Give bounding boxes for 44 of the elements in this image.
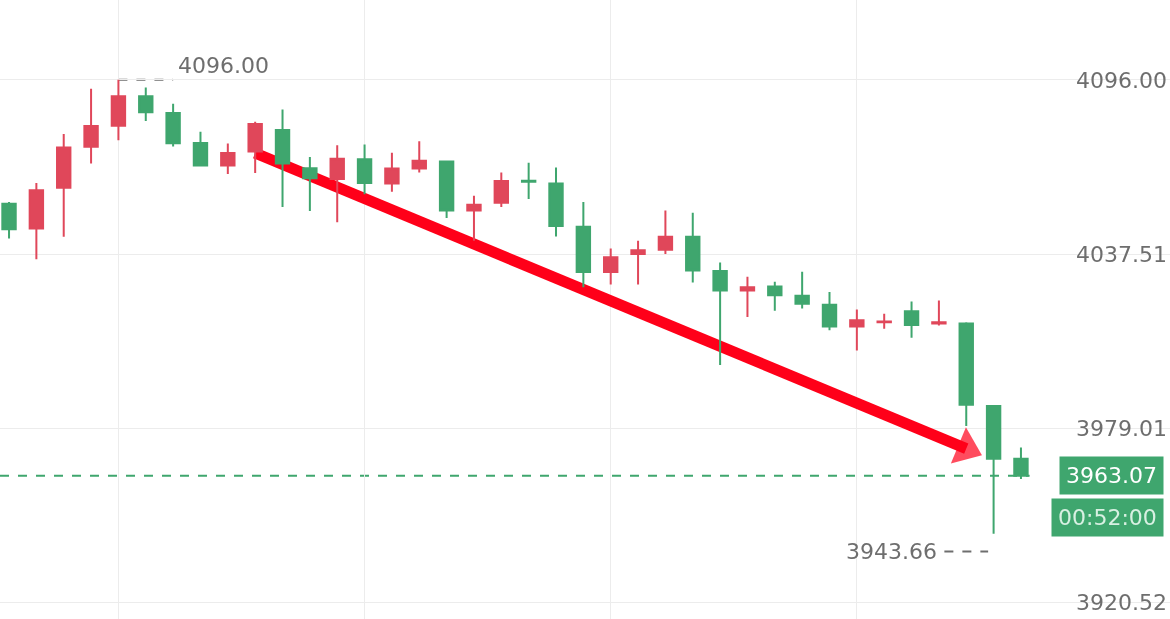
candlestick bbox=[411, 140, 427, 174]
candlestick bbox=[466, 194, 482, 242]
candlestick bbox=[356, 143, 373, 196]
ref-line-label: 3963.07 bbox=[1066, 463, 1157, 488]
candlestick bbox=[493, 171, 510, 209]
candlestick bbox=[28, 181, 45, 261]
candlestick bbox=[56, 133, 72, 238]
candlestick bbox=[849, 308, 865, 352]
candlestick bbox=[712, 261, 728, 366]
candlestick bbox=[931, 299, 947, 327]
candlestick bbox=[767, 280, 783, 312]
candlestick bbox=[274, 108, 291, 209]
candlestick bbox=[739, 275, 756, 318]
candlestick bbox=[630, 239, 646, 286]
candlestick bbox=[821, 290, 838, 332]
candlestick bbox=[657, 209, 674, 256]
y-tick-label: 4096.00 bbox=[1076, 67, 1167, 93]
candlestick bbox=[110, 78, 127, 142]
candlestick bbox=[384, 151, 400, 193]
candlestick bbox=[247, 120, 263, 175]
candlestick bbox=[520, 161, 537, 200]
candlestick bbox=[138, 86, 154, 122]
candlestick bbox=[958, 321, 974, 427]
candlestick bbox=[903, 300, 920, 339]
annotation: 4096.00 bbox=[178, 53, 269, 78]
candlestick bbox=[575, 200, 592, 289]
y-tick-label: 4037.51 bbox=[1076, 241, 1167, 267]
candlestick bbox=[220, 142, 236, 175]
candlestick bbox=[165, 102, 181, 148]
annotation: 3943.66 bbox=[846, 539, 937, 564]
candlestick bbox=[876, 312, 892, 330]
candlestick bbox=[603, 247, 619, 286]
candlestick bbox=[83, 87, 99, 165]
text: 00:52:00 bbox=[1058, 505, 1157, 530]
candlestick bbox=[438, 160, 455, 220]
candlestick bbox=[329, 144, 345, 224]
y-tick-label: 3920.52 bbox=[1076, 590, 1167, 616]
y-tick-label: 3979.01 bbox=[1076, 416, 1167, 442]
candlestick bbox=[302, 155, 318, 212]
candlestick bbox=[192, 130, 209, 168]
candlestick bbox=[548, 166, 564, 238]
candlestick bbox=[685, 211, 701, 284]
candlestick bbox=[1, 200, 17, 240]
candlestick bbox=[794, 270, 810, 310]
